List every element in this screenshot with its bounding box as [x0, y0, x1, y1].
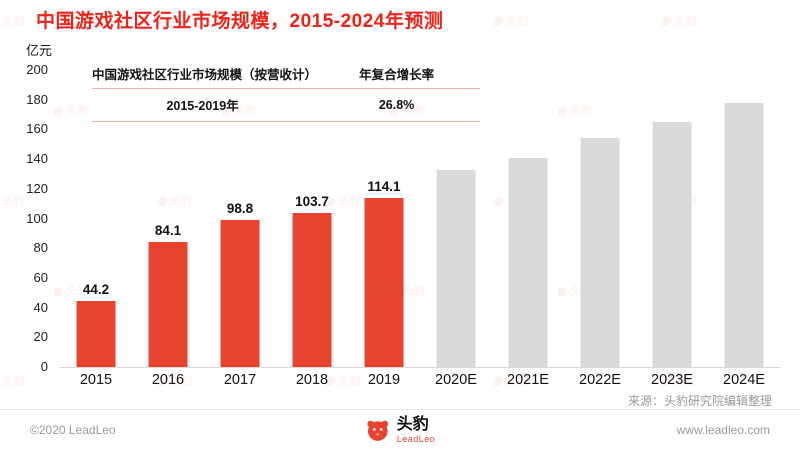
y-tick-label: 160: [26, 121, 48, 137]
x-tick-label: 2022E: [579, 372, 621, 388]
source-note: 来源：头豹研究院编辑整理: [627, 394, 772, 408]
bar-2020E: [436, 169, 476, 367]
bar-value-label: 103.7: [295, 194, 329, 210]
y-tick-label: 120: [26, 180, 48, 196]
bar-2024E: [724, 102, 764, 367]
bar-value-label: 84.1: [154, 223, 182, 239]
bar-column-2015: 44.2: [60, 70, 132, 367]
footer: ©2020 LeadLeo 头豹 LeadLeo www.leadleo.com: [0, 409, 800, 450]
y-tick-label: 40: [33, 299, 48, 315]
x-tick-label: 2021E: [507, 372, 549, 388]
bar-2016: [148, 242, 188, 367]
y-tick-label: 200: [26, 62, 48, 77]
x-tick-label: 2024E: [723, 372, 765, 388]
bar-2021E: [508, 157, 548, 367]
watermark-icon: 头豹: [662, 12, 696, 28]
brand-name: 头豹: [396, 415, 429, 433]
x-tick-label: 2016: [151, 372, 185, 388]
y-tick-label: 0: [40, 359, 48, 374]
x-tick-label: 2018: [295, 372, 329, 388]
leadleo-brand: 头豹 LeadLeo: [365, 415, 436, 444]
leadleo-leopard-icon: [365, 417, 391, 443]
bar-column-2022E: [564, 70, 636, 367]
bar-2018: [292, 213, 332, 367]
chart-title: 中国游戏社区行业市场规模，2015-2024年预测: [36, 11, 444, 32]
x-tick-label: 2015: [79, 372, 113, 388]
bar-value-label: 114.1: [367, 178, 401, 194]
x-tick-label: 2017: [223, 372, 257, 388]
x-tick-label: 2020E: [435, 372, 477, 388]
bar-column-2019: 114.1: [348, 70, 420, 367]
info-table-value-row: 2015-2019年 26.8%: [92, 89, 480, 122]
brand-text: 头豹 LeadLeo: [396, 415, 436, 444]
info-table-header-row: 中国游戏社区行业市场规模（按营收计） 年复合增长率: [92, 62, 480, 89]
bar-column-2018: 103.7: [276, 70, 348, 367]
bar-2023E: [652, 121, 692, 367]
bar-column-2023E: [636, 70, 708, 367]
info-col1-value: 2015-2019年: [166, 99, 239, 113]
bar-2015: [76, 301, 116, 367]
y-tick-label: 80: [33, 240, 48, 256]
bar-column-2021E: [492, 70, 564, 367]
info-col2-value: 26.8%: [378, 97, 415, 112]
bar-value-label: 98.8: [226, 201, 254, 217]
bar-column-2016: 84.1: [132, 70, 204, 367]
y-tick-label: 140: [26, 151, 48, 167]
y-axis: 200 180 160 140 120 100 80 60 40 20 0: [14, 62, 54, 374]
bar-column-2020E: [420, 70, 492, 367]
info-table: 中国游戏社区行业市场规模（按营收计） 年复合增长率 2015-2019年 26.…: [92, 62, 480, 122]
plot-area: 44.2 84.1 98.8 103.7 114.1: [60, 70, 780, 368]
info-col2-header: 年复合增长率: [359, 68, 435, 82]
website-url: www.leadleo.com: [676, 423, 770, 437]
bar-2019: [364, 197, 404, 367]
info-col1-header: 中国游戏社区行业市场规模（按营收计）: [92, 68, 318, 82]
y-tick-label: 60: [33, 269, 48, 285]
x-tick-label: 2019: [367, 372, 401, 388]
bar-2022E: [580, 138, 620, 367]
y-tick-label: 20: [33, 329, 48, 345]
copyright-text: ©2020 LeadLeo: [30, 423, 116, 437]
y-tick-label: 100: [26, 210, 48, 226]
x-tick-label: 2023E: [651, 372, 693, 388]
bar-column-2024E: [708, 70, 780, 367]
watermark-icon: 头豹: [0, 12, 24, 28]
bar-column-2017: 98.8: [204, 70, 276, 367]
y-tick-label: 180: [26, 91, 48, 107]
brand-subtitle: LeadLeo: [396, 433, 436, 444]
y-axis-unit-label: 亿元: [26, 43, 53, 58]
x-axis-labels: 2015 2016 2017 2018 2019 2020E 2021E 2022E 2023E…: [60, 372, 780, 388]
bar-value-label: 44.2: [82, 282, 110, 298]
watermark-icon: 头豹: [494, 12, 528, 28]
bar-2017: [220, 220, 260, 367]
